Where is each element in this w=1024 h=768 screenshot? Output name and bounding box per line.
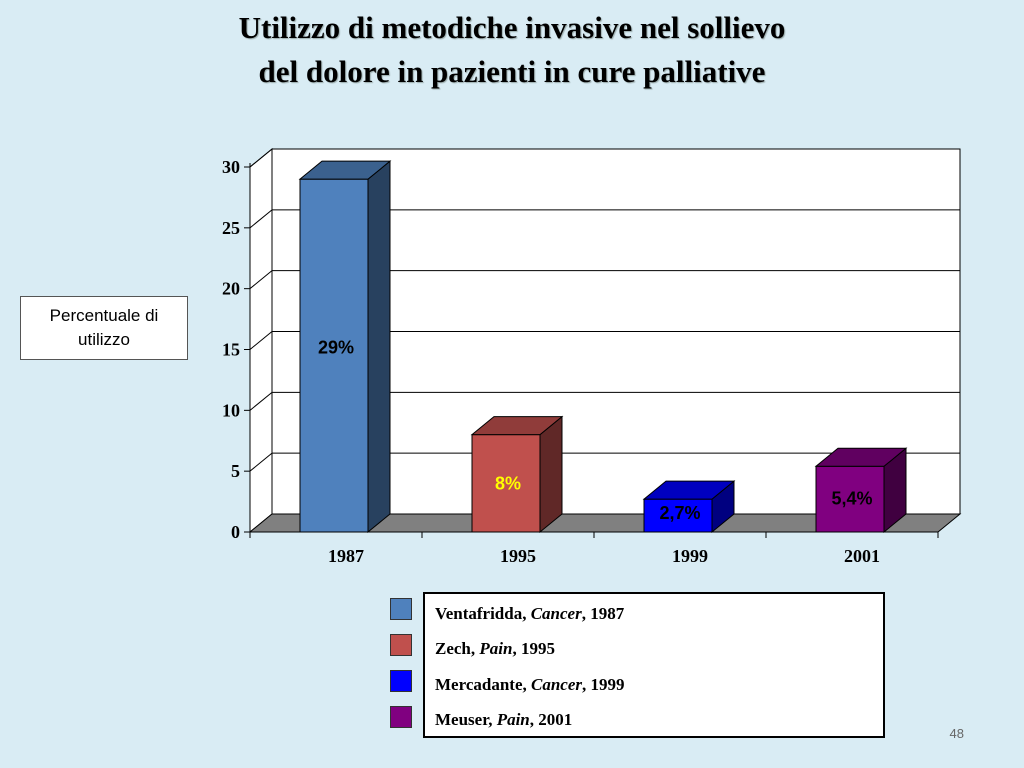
legend-swatch-meuser: [390, 706, 412, 728]
legend-item-meuser: Meuser, Pain, 2001: [435, 710, 572, 730]
title-line-1: Utilizzo di metodiche invasive nel solli…: [238, 10, 786, 45]
legend-year: , 1995: [512, 639, 555, 658]
title-line-2: del dolore in pazienti in cure palliativ…: [258, 54, 766, 89]
gridline-side: [249, 452, 273, 472]
legend-swatch-ventafridda: [390, 598, 412, 620]
y-axis-label: Percentuale di utilizzo: [20, 296, 188, 360]
bar-side-1995: [539, 415, 563, 534]
legend-author: Zech,: [435, 639, 480, 658]
chart-title: Utilizzo di metodiche invasive nel solli…: [0, 6, 1024, 94]
bar-1987: [299, 178, 369, 533]
data-label: 5,4%: [831, 488, 872, 508]
data-label: 8%: [495, 473, 521, 493]
legend-year: , 2001: [529, 710, 573, 729]
data-label: 2,7%: [659, 503, 700, 523]
x-tick-label: 1987: [328, 546, 364, 566]
bar-top-1987: [298, 160, 392, 180]
legend-item-ventafridda: Ventafridda, Cancer, 1987: [435, 604, 624, 624]
bar-1999: [643, 498, 713, 533]
legend-author: Mercadante,: [435, 675, 531, 694]
x-tick-label: 1995: [500, 546, 536, 566]
gridline-side: [249, 391, 273, 411]
data-label: 29%: [318, 338, 354, 358]
legend-journal: Cancer: [530, 604, 582, 623]
y-tick-label: 25: [222, 218, 240, 238]
y-tick-label: 5: [231, 461, 240, 481]
bar-top-2001: [814, 447, 908, 467]
legend-swatch-mercadante: [390, 670, 412, 692]
y-tick-label: 20: [222, 279, 240, 299]
gridline-side: [249, 331, 273, 350]
x-tick-label: 2001: [844, 546, 880, 566]
bar-top-1995: [470, 416, 564, 436]
legend: Ventafridda, Cancer, 1987 Zech, Pain, 19…: [423, 592, 885, 738]
legend-year: , 1987: [581, 604, 625, 623]
legend-journal: Cancer: [531, 675, 582, 694]
legend-item-mercadante: Mercadante, Cancer, 1999: [435, 675, 625, 695]
bar-top-1999: [642, 480, 736, 500]
y-tick-label: 0: [231, 522, 240, 542]
legend-journal: Pain: [479, 639, 513, 658]
gridline-side: [249, 209, 273, 229]
y-tick-label: 10: [222, 400, 240, 420]
x-tick-label: 1999: [672, 546, 708, 566]
gridline-side: [249, 270, 273, 290]
page-number: 48: [949, 726, 964, 741]
bar-side-1987: [367, 160, 391, 534]
legend-author: Meuser,: [435, 710, 497, 729]
legend-author: Ventafridda,: [435, 604, 531, 623]
y-tick-label: 15: [222, 340, 240, 360]
legend-journal: Pain: [496, 710, 530, 729]
gridline-side: [249, 148, 273, 168]
legend-swatch-zech: [390, 634, 412, 656]
legend-year: , 1999: [582, 675, 625, 694]
y-tick-label: 30: [222, 157, 240, 177]
bar-2001: [815, 465, 885, 533]
legend-item-zech: Zech, Pain, 1995: [435, 639, 555, 659]
